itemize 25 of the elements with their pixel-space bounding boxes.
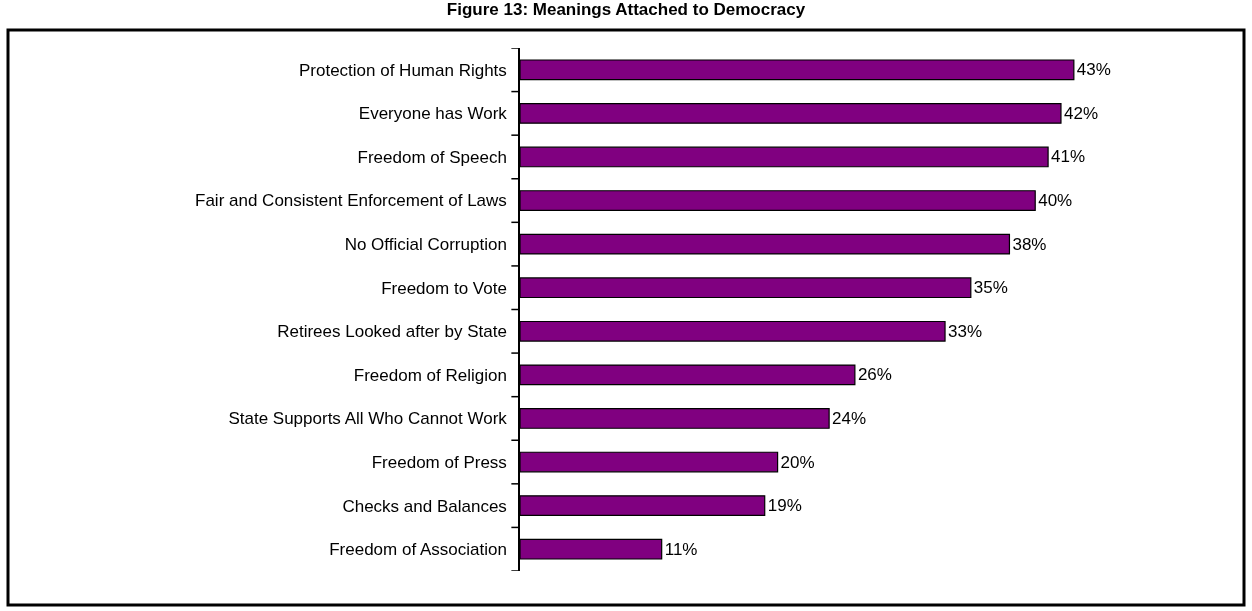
data-label: 38% [1012, 234, 1047, 254]
data-label: 19% [767, 496, 802, 516]
data-label: 40% [1038, 191, 1073, 211]
y-tick-label: Freedom of Association [329, 540, 507, 560]
y-tick-label: Fair and Consistent Enforcement of Laws [195, 191, 507, 211]
y-tick-label: Freedom of Press [371, 452, 507, 472]
y-tick-label: Retirees Looked after by State [277, 322, 507, 342]
y-tick-label: Freedom of Religion [353, 365, 507, 385]
y-tick-label: Freedom of Speech [357, 147, 507, 167]
data-label: 42% [1063, 103, 1098, 123]
data-label: 33% [948, 321, 983, 341]
y-tick-label: State Supports All Who Cannot Work [228, 409, 508, 429]
y-tick-label: No Official Corruption [344, 235, 507, 255]
data-label: 41% [1051, 147, 1086, 167]
data-label: 24% [832, 408, 867, 428]
data-label: 35% [973, 278, 1008, 298]
y-tick-label: Protection of Human Rights [298, 60, 507, 80]
y-tick-label: Freedom to Vote [381, 278, 507, 298]
chart-title: Figure 13: Meanings Attached to Democracy [446, 0, 806, 19]
data-label: 20% [780, 452, 815, 472]
y-tick-label: Checks and Balances [342, 496, 507, 516]
data-label: 43% [1076, 60, 1111, 80]
y-tick-label: Everyone has Work [358, 104, 508, 124]
data-label: 26% [857, 365, 892, 385]
data-label: 11% [664, 539, 698, 559]
